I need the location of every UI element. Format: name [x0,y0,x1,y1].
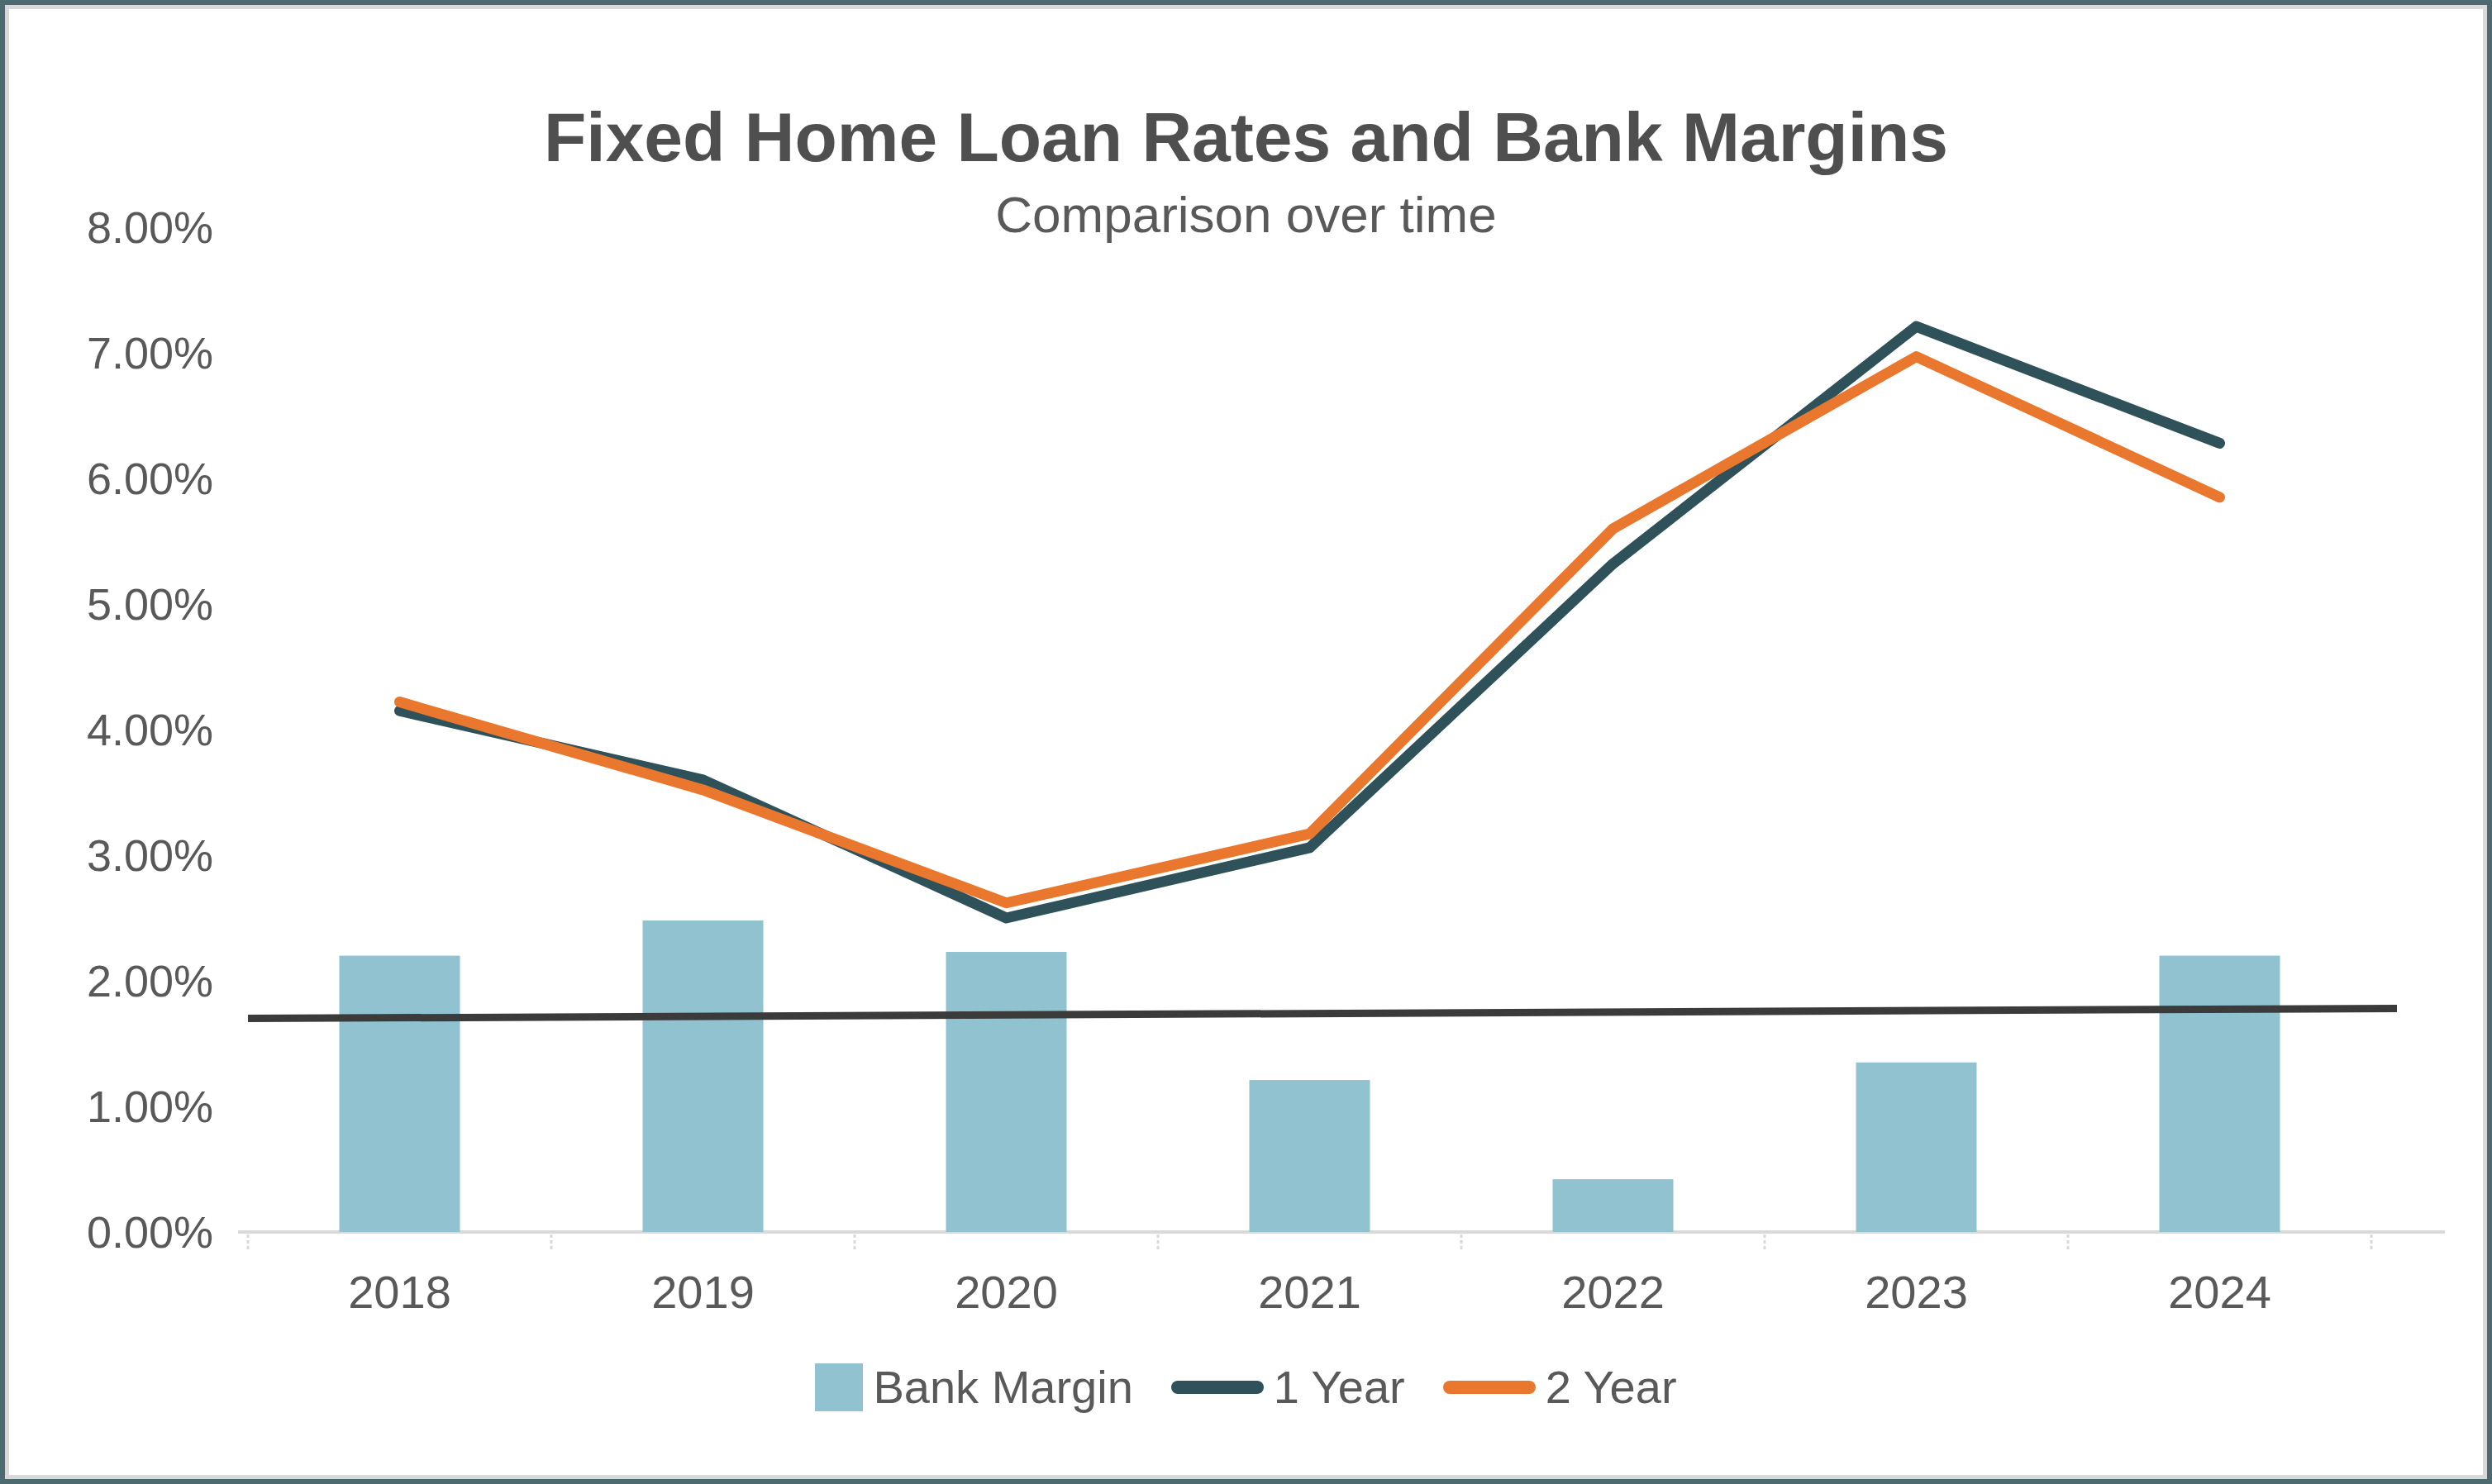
legend-label: 2 Year [1546,1360,1677,1414]
bar-2024 [2160,956,2280,1232]
legend-item-2-year: 2 Year [1443,1360,1677,1414]
bar-2022 [1553,1179,1674,1232]
bar-2018 [340,956,460,1232]
legend: Bank Margin 1 Year 2 Year [0,1360,2492,1414]
legend-label: 1 Year [1274,1360,1405,1414]
chart-title: Fixed Home Loan Rates and Bank Margins [0,98,2492,178]
bar-2021 [1250,1080,1370,1232]
line-series-2-year [400,357,2220,903]
legend-item-1-year: 1 Year [1171,1360,1405,1414]
chart-subtitle: Comparison over time [0,185,2492,244]
bar-2019 [643,920,764,1232]
two-year-line-swatch-icon [1443,1381,1536,1394]
bank-margin-swatch-icon [815,1363,863,1411]
bar-2020 [946,952,1067,1232]
bar-2023 [1856,1063,1977,1232]
legend-item-bank-margin: Bank Margin [815,1360,1132,1414]
one-year-line-swatch-icon [1171,1381,1264,1394]
legend-label: Bank Margin [873,1360,1132,1414]
margin-trendline [248,1008,2397,1018]
chart-canvas: Fixed Home Loan Rates and Bank Margins C… [0,0,2492,1484]
